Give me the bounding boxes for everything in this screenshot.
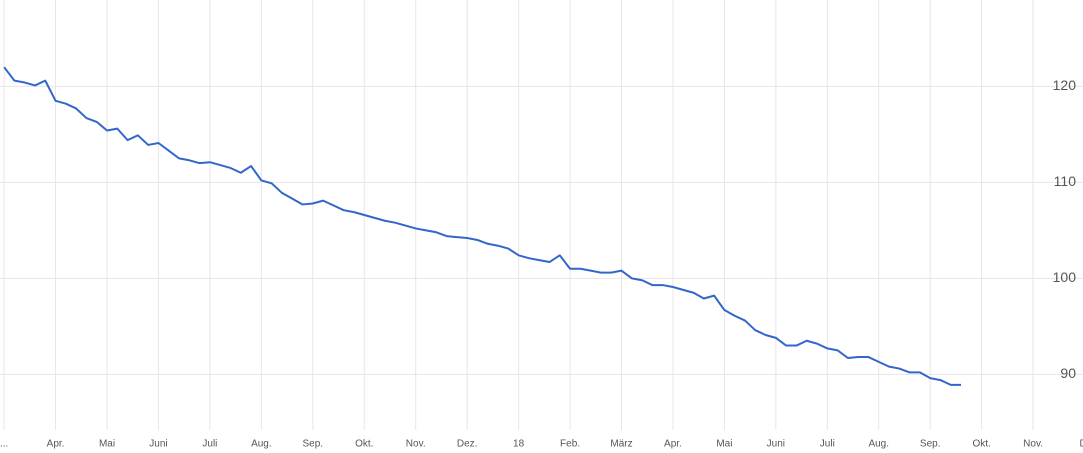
y-tick-label: 110 (1054, 173, 1077, 189)
x-tick-label: Dez. (457, 439, 478, 450)
x-tick-label: Sep. (303, 439, 324, 450)
x-tick-label: Apr. (664, 439, 682, 450)
x-tick-label: Aug. (868, 439, 889, 450)
x-tick-label: Mai (99, 439, 115, 450)
x-tick-label: Nov. (1023, 439, 1043, 450)
x-tick-label: Okt. (972, 439, 990, 450)
x-tick-label: Juli (820, 439, 835, 450)
y-tick-label: 120 (1053, 77, 1077, 93)
x-tick-label: Juni (767, 439, 785, 450)
x-tick-label: Feb. (560, 439, 580, 450)
x-tick-label: Aug. (251, 439, 272, 450)
x-tick-label: ... (0, 439, 8, 450)
x-tick-label: Mai (716, 439, 732, 450)
x-tick-label: 18 (513, 439, 525, 450)
x-tick-label: Juli (202, 439, 217, 450)
x-tick-label: Apr. (47, 439, 65, 450)
line (3, 66, 962, 386)
x-tick-label: Nov. (406, 439, 426, 450)
y-tick-label: 100 (1053, 269, 1077, 285)
x-tick-label: D. (1080, 439, 1083, 450)
x-tick-label: Juni (149, 439, 167, 450)
x-tick-label: Sep. (920, 439, 941, 450)
x-tick-label: Okt. (355, 439, 373, 450)
y-tick-label: 90 (1060, 365, 1076, 381)
x-tick-label: März (610, 439, 632, 450)
